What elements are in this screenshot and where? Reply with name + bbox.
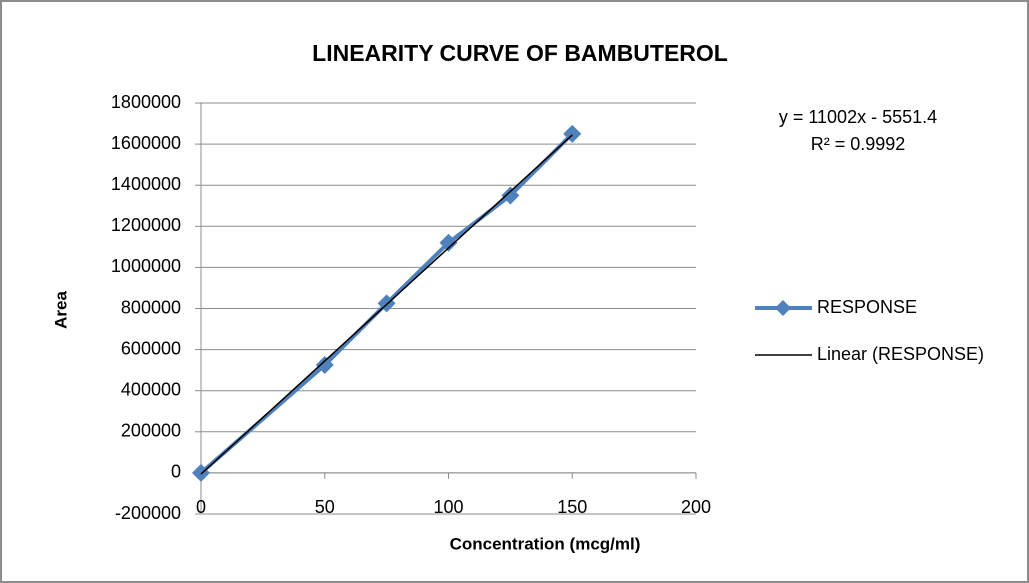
- y-tick-label: 1400000: [111, 174, 181, 194]
- marker: [501, 186, 520, 205]
- x-tick-label: 150: [557, 497, 587, 517]
- y-tick-label: 200000: [121, 421, 181, 441]
- annotation: R² = 0.9992: [811, 134, 906, 154]
- x-tick-label: 0: [196, 497, 206, 517]
- trend-line: [200, 134, 573, 475]
- y-tick-label: 0: [171, 462, 181, 482]
- y-tick-label: 1000000: [111, 256, 181, 276]
- legend-label: RESPONSE: [817, 297, 917, 317]
- y-tick-label: 1800000: [111, 92, 181, 112]
- y-tick-label: 1200000: [111, 215, 181, 235]
- x-tick-label: 50: [315, 497, 335, 517]
- x-tick-label: 200: [681, 497, 711, 517]
- legend-label: Linear (RESPONSE): [817, 344, 984, 364]
- annotation: y = 11002x - 5551.4: [779, 107, 937, 127]
- y-tick-label: 1600000: [111, 133, 181, 153]
- y-tick-label: 400000: [121, 379, 181, 399]
- marker: [315, 356, 334, 375]
- legend-marker: [775, 300, 791, 316]
- chart-title: LINEARITY CURVE OF BAMBUTEROL: [312, 40, 728, 66]
- series-line: [199, 132, 574, 475]
- y-tick-label: -200000: [115, 503, 181, 523]
- x-axis-title: Concentration (mcg/ml): [450, 534, 641, 553]
- marker: [439, 233, 458, 252]
- y-axis-title: Area: [51, 291, 70, 329]
- y-tick-label: 800000: [121, 297, 181, 317]
- marker: [192, 463, 210, 482]
- y-tick-label: 600000: [121, 338, 181, 358]
- x-tick-label: 100: [433, 497, 463, 517]
